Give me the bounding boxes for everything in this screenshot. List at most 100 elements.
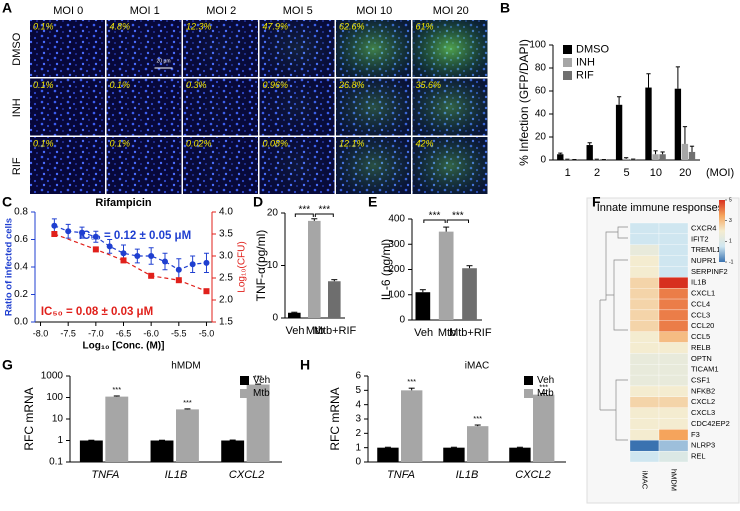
significance: *** [452, 211, 464, 222]
y-tick-label: 5 [355, 385, 361, 396]
x-tick-label: TNFA [91, 469, 119, 481]
x-tick-label: -8.0 [33, 328, 49, 338]
legend-label: Mtb [253, 388, 270, 399]
y-tick-label: 100 [46, 392, 63, 403]
y-tick-label: 0 [399, 315, 405, 326]
point [51, 231, 57, 237]
point [162, 259, 168, 265]
error-bar [443, 227, 449, 232]
infection-rate: 61% [416, 21, 434, 31]
y-tick-label: 0.8 [14, 207, 28, 218]
x-tick-label: -6.5 [116, 328, 132, 338]
bar [557, 154, 563, 160]
x-unit: (MOI) [706, 167, 734, 179]
bar [439, 232, 454, 320]
heat-cell [659, 397, 688, 408]
scale-bar-label: 20 μm [157, 58, 171, 64]
heat-cell [659, 364, 688, 375]
heat-cell [630, 397, 659, 408]
row-label: OPTN [691, 354, 712, 363]
infection-rate: 12.1% [339, 138, 365, 148]
row-label: DMSO [11, 32, 23, 65]
y-tick-label: 0.6 [14, 234, 28, 245]
annotation: IC₅₀ = 0.12 ± 0.05 μM [79, 230, 191, 242]
point [203, 260, 209, 266]
y-tick-label: 10 [52, 414, 64, 425]
y-axis-label: Ratio of infected cells [4, 218, 15, 316]
bar [221, 441, 244, 463]
colorbar-tick-label: 5 [729, 197, 732, 203]
error-bar [291, 312, 297, 313]
panel-label: H [300, 357, 310, 373]
infection-rate: 42% [416, 138, 434, 148]
y-tick-label: 6 [355, 371, 361, 382]
heat-cell [659, 245, 688, 256]
panel-label: A [2, 0, 12, 16]
infection-rate: 0.1% [110, 80, 131, 90]
heat-cell [630, 321, 659, 332]
heat-cell [659, 234, 688, 245]
point [121, 257, 127, 263]
significance: *** [473, 414, 482, 423]
heat-cell [659, 256, 688, 267]
bar [689, 152, 695, 160]
infection-rate: 4.8% [110, 21, 131, 31]
legend-swatch [240, 389, 249, 398]
infection-rate: 0.02% [186, 138, 212, 148]
heat-cell [659, 277, 688, 288]
x-tick-label: 20 [679, 167, 691, 179]
error-bar [617, 97, 621, 105]
heat-cell [630, 223, 659, 234]
infection-rate: 0.3% [186, 80, 207, 90]
significance: *** [407, 377, 416, 386]
y-axis-label: RFC mRNA [328, 387, 342, 450]
bar [176, 409, 199, 462]
significance: *** [183, 398, 192, 407]
trend-line [54, 234, 206, 291]
error-bar [690, 146, 694, 152]
bar [645, 88, 651, 160]
heat-cell [630, 353, 659, 364]
column-label: MOI 2 [206, 5, 236, 17]
x-tick-label: CXCL2 [229, 469, 264, 481]
bar [659, 154, 665, 160]
y-tick-label: 0.2 [14, 289, 28, 300]
y-tick-label: 1 [355, 442, 361, 453]
bar [443, 448, 464, 462]
column-label: iMAC [641, 471, 650, 490]
heat-cell [659, 223, 688, 234]
chart-title: iMAC [465, 361, 489, 372]
annotation: IC₅₀ = 0.08 ± 0.03 μM [41, 306, 153, 318]
heat-cell [659, 419, 688, 430]
infection-rate: 0.1% [33, 21, 54, 31]
error-bar [420, 290, 426, 293]
y-tick-label: 60 [535, 86, 547, 97]
chart-title: hMDM [171, 361, 200, 372]
point [134, 253, 140, 259]
infection-rate: 35.6% [416, 80, 442, 90]
heat-cell [659, 353, 688, 364]
heat-cell [630, 256, 659, 267]
heat-cell [630, 419, 659, 430]
bar [533, 395, 554, 462]
y-tick-label: 20 [267, 208, 279, 219]
y-tick-label: 4.0 [219, 207, 233, 218]
y-tick-label: 1.5 [219, 317, 233, 328]
heat-cell [630, 386, 659, 397]
y-tick-label: 4 [355, 399, 361, 410]
bar [509, 448, 530, 462]
x-tick-label: Mtb+RIF [314, 325, 357, 337]
error-bar [588, 143, 592, 145]
error-bar [331, 280, 337, 282]
x-tick-label: 10 [650, 167, 662, 179]
row-label: CCL4 [691, 299, 710, 308]
heat-cell [630, 332, 659, 343]
error-bar [653, 151, 657, 154]
significance: *** [298, 205, 310, 216]
heat-cell [659, 343, 688, 354]
bar [462, 268, 477, 320]
row-label: SERPINF2 [691, 267, 728, 276]
y-tick-label: 80 [535, 63, 547, 74]
heat-cell [630, 299, 659, 310]
infection-rate: 12.3% [186, 21, 212, 31]
